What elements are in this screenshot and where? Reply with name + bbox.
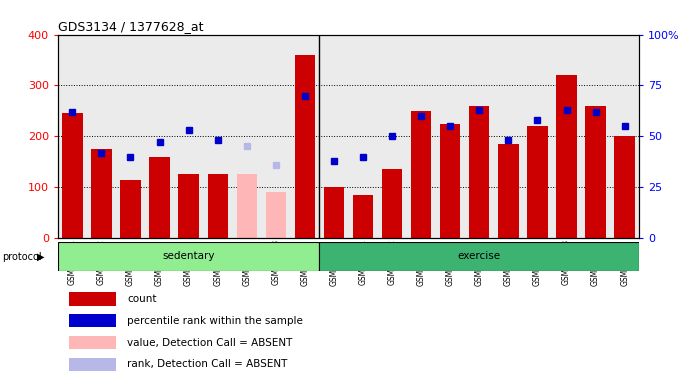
Bar — [145, 35, 174, 238]
Text: count: count — [127, 294, 156, 304]
Bar — [581, 35, 610, 238]
Bar — [523, 35, 552, 238]
Bar — [178, 174, 199, 238]
Bar — [348, 35, 377, 238]
Bar — [174, 35, 203, 238]
Text: GDS3134 / 1377628_at: GDS3134 / 1377628_at — [58, 20, 203, 33]
Bar — [120, 180, 141, 238]
Bar — [494, 35, 523, 238]
Bar — [552, 35, 581, 238]
Bar — [150, 157, 170, 238]
Text: protocol: protocol — [2, 252, 41, 262]
Text: ▶: ▶ — [37, 252, 44, 262]
Bar — [69, 336, 116, 349]
Bar — [353, 195, 373, 238]
Bar — [411, 111, 431, 238]
Bar — [320, 242, 639, 271]
Text: sedentary: sedentary — [163, 251, 215, 262]
Bar — [407, 35, 436, 238]
Bar — [440, 124, 460, 238]
Text: exercise: exercise — [458, 251, 501, 262]
Bar — [498, 144, 519, 238]
Bar — [610, 35, 639, 238]
Text: percentile rank within the sample: percentile rank within the sample — [127, 316, 303, 326]
Bar — [58, 242, 320, 271]
Bar — [527, 126, 547, 238]
Bar — [116, 35, 145, 238]
Bar — [69, 358, 116, 371]
Bar — [294, 55, 315, 238]
Bar — [203, 35, 232, 238]
Bar — [69, 314, 116, 328]
Bar — [62, 113, 82, 238]
Bar — [261, 35, 290, 238]
Bar — [585, 106, 606, 238]
Bar — [377, 35, 407, 238]
Bar — [469, 106, 490, 238]
Bar — [91, 149, 112, 238]
Bar — [290, 35, 320, 238]
Bar — [436, 35, 465, 238]
Text: rank, Detection Call = ABSENT: rank, Detection Call = ABSENT — [127, 359, 288, 369]
Bar — [382, 169, 403, 238]
Bar — [465, 35, 494, 238]
Bar — [320, 35, 348, 238]
Bar — [87, 35, 116, 238]
Bar — [237, 174, 257, 238]
Bar — [324, 187, 344, 238]
Bar — [266, 192, 286, 238]
Bar — [615, 136, 635, 238]
Text: value, Detection Call = ABSENT: value, Detection Call = ABSENT — [127, 338, 292, 348]
Bar — [207, 174, 228, 238]
Bar — [556, 75, 577, 238]
Bar — [232, 35, 261, 238]
Bar — [69, 292, 116, 306]
Bar — [58, 35, 87, 238]
